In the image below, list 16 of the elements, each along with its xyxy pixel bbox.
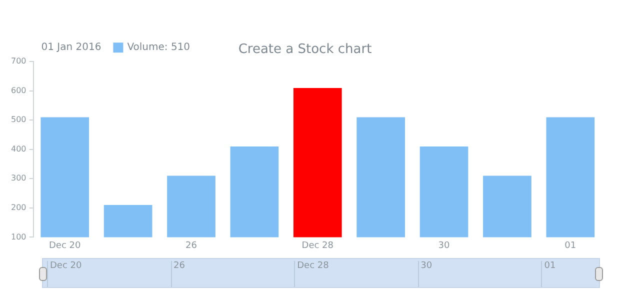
y-tick-label: 100 bbox=[10, 232, 26, 242]
range-scroller: Dec 20 26 Dec 28 30 01 bbox=[42, 258, 600, 288]
legend-label: Volume: 510 bbox=[127, 42, 190, 54]
legend-title: 01 Jan 2016 bbox=[41, 42, 102, 54]
y-tick-label: 300 bbox=[10, 174, 26, 183]
chart-title: Create a Stock chart bbox=[238, 42, 372, 58]
y-tick-label: 500 bbox=[10, 115, 26, 124]
y-tick-label: 200 bbox=[10, 203, 26, 212]
x-tick-label: Dec 20 bbox=[49, 240, 81, 251]
x-tick-label: 30 bbox=[438, 240, 450, 251]
y-tick-label: 600 bbox=[10, 86, 26, 95]
y-tick-label: 700 bbox=[10, 56, 26, 66]
x-tick-label: 01 bbox=[564, 240, 576, 251]
y-tick-label: 400 bbox=[10, 144, 26, 154]
x-tick-label: 26 bbox=[186, 240, 198, 251]
x-tick-label: Dec 28 bbox=[302, 240, 334, 251]
